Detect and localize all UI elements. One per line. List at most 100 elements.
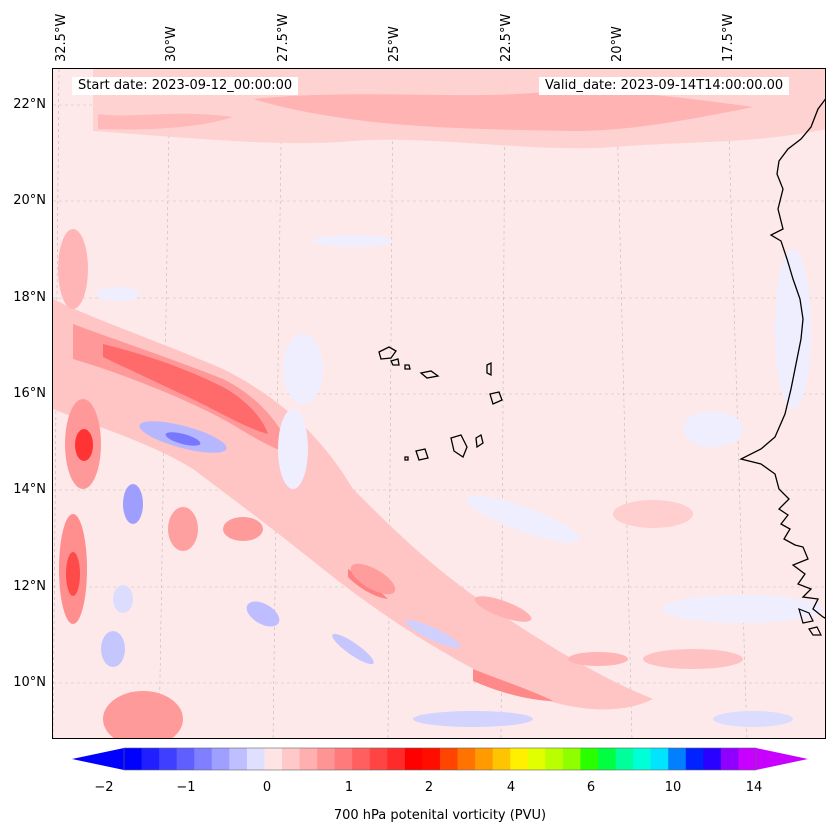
pv-neg-13	[775, 249, 811, 409]
cb-tick-10: 10	[664, 780, 682, 795]
cape-verde-islands	[378, 346, 503, 461]
colorbar-under-extend	[72, 748, 124, 770]
pv-band-north-2	[98, 113, 233, 130]
pv-neg-3	[278, 409, 308, 489]
colorbar-segment	[282, 748, 301, 770]
colorbar-segment	[738, 748, 757, 770]
cb-tick-2: 2	[424, 780, 434, 795]
colorbar-segment	[176, 748, 195, 770]
lat-tick-10n: 10°N	[13, 675, 46, 690]
valid-date-label: Valid_date: 2023-09-14T14:00:00.00	[539, 77, 790, 95]
colorbar-segment	[562, 748, 581, 770]
cb-tick-4: 4	[506, 780, 516, 795]
pv-pos-4	[613, 500, 693, 528]
pv-neg-9	[101, 631, 125, 667]
colorbar-segments	[72, 748, 808, 770]
pv-blob-west-1-core	[75, 429, 93, 461]
pv-pos-1	[350, 563, 396, 595]
colorbar-segment	[229, 748, 248, 770]
pv-neg-8	[413, 711, 533, 727]
lon-tick-27-5w: 27.5°W	[276, 13, 291, 62]
colorbar-segment	[159, 748, 178, 770]
colorbar-segment	[598, 748, 617, 770]
pv-neg-10	[113, 585, 133, 613]
colorbar-segment	[668, 748, 687, 770]
lat-tick-18n: 18°N	[13, 290, 46, 305]
pv-field-svg	[53, 69, 825, 738]
colorbar-frame	[123, 747, 757, 771]
pv-streamer-tail	[473, 669, 553, 701]
colorbar-segment	[440, 748, 459, 770]
colorbar-segment	[545, 748, 564, 770]
colorbar-segment	[422, 748, 441, 770]
pv-neg-1-core	[165, 432, 201, 446]
cb-tick-14: 14	[745, 780, 763, 795]
lat-tick-14n: 14°N	[13, 482, 46, 497]
colorbar-segment	[685, 748, 704, 770]
colorbar-segment	[475, 748, 494, 770]
lat-tick-22n: 22°N	[13, 97, 46, 112]
pv-neg-14	[313, 235, 393, 247]
colorbar-segment	[124, 748, 143, 770]
colorbar-segment	[615, 748, 634, 770]
colorbar-segment	[580, 748, 599, 770]
colorbar-segment	[633, 748, 652, 770]
colorbar-segment	[194, 748, 213, 770]
pv-neg-6	[332, 633, 374, 665]
colorbar-segment	[510, 748, 529, 770]
colorbar-segment	[352, 748, 371, 770]
pv-pos-5	[223, 517, 263, 541]
pv-neg-7	[405, 620, 461, 648]
pv-map-panel	[52, 68, 826, 739]
colorbar-segment	[457, 748, 476, 770]
cb-tick-6: 6	[586, 780, 596, 795]
colorbar-segment	[299, 748, 318, 770]
pv-pos-3	[568, 652, 628, 666]
lat-tick-20n: 20°N	[13, 193, 46, 208]
lat-tick-16n: 16°N	[13, 386, 46, 401]
start-date-label: Start date: 2023-09-12_00:00:00	[72, 77, 299, 95]
colorbar-segment	[211, 748, 230, 770]
pv-band-north-core	[253, 91, 753, 131]
pv-pos-2	[474, 596, 532, 622]
lon-tick-22-5w: 22.5°W	[499, 13, 514, 62]
lon-tick-17-5w: 17.5°W	[721, 13, 736, 62]
colorbar-over-extend	[756, 748, 808, 770]
colorbar-segment	[650, 748, 669, 770]
colorbar-segment	[369, 748, 388, 770]
pv-pos-6	[168, 507, 198, 551]
colorbar-segment	[141, 748, 160, 770]
lon-tick-20w: 20°W	[610, 26, 625, 62]
colorbar	[72, 747, 808, 771]
lat-tick-12n: 12°N	[13, 579, 46, 594]
pv-neg-2	[123, 484, 143, 524]
pv-pos-7	[643, 649, 743, 669]
colorbar-segment	[246, 748, 265, 770]
colorbar-segment	[317, 748, 336, 770]
pv-neg-17	[713, 711, 793, 727]
pv-blob-west-2-core	[66, 552, 80, 596]
pv-neg-16	[466, 495, 580, 543]
pv-neg-4	[283, 334, 323, 404]
pv-blob-sw	[103, 691, 183, 738]
pv-neg-15	[96, 287, 140, 301]
colorbar-segment	[703, 748, 722, 770]
colorbar-segment	[527, 748, 546, 770]
colorbar-segment	[264, 748, 283, 770]
cb-tick-neg1: −1	[176, 780, 196, 795]
pv-neg-5	[246, 601, 280, 627]
colorbar-segment	[334, 748, 353, 770]
colorbar-segment	[404, 748, 423, 770]
pv-blob-west-3	[58, 229, 88, 309]
africa-coastline-islands	[798, 607, 822, 636]
colorbar-segment	[720, 748, 739, 770]
colorbar-segment	[492, 748, 511, 770]
cb-tick-0: 0	[262, 780, 272, 795]
lon-tick-30w: 30°W	[164, 26, 179, 62]
pv-neg-12	[683, 411, 743, 447]
colorbar-title: 700 hPa potenital vorticity (PVU)	[333, 808, 547, 823]
pv-streamer-core	[103, 344, 268, 434]
lon-tick-32-5w: 32.5°W	[54, 13, 69, 62]
lon-tick-25w: 25°W	[387, 26, 402, 62]
cb-tick-1: 1	[344, 780, 354, 795]
